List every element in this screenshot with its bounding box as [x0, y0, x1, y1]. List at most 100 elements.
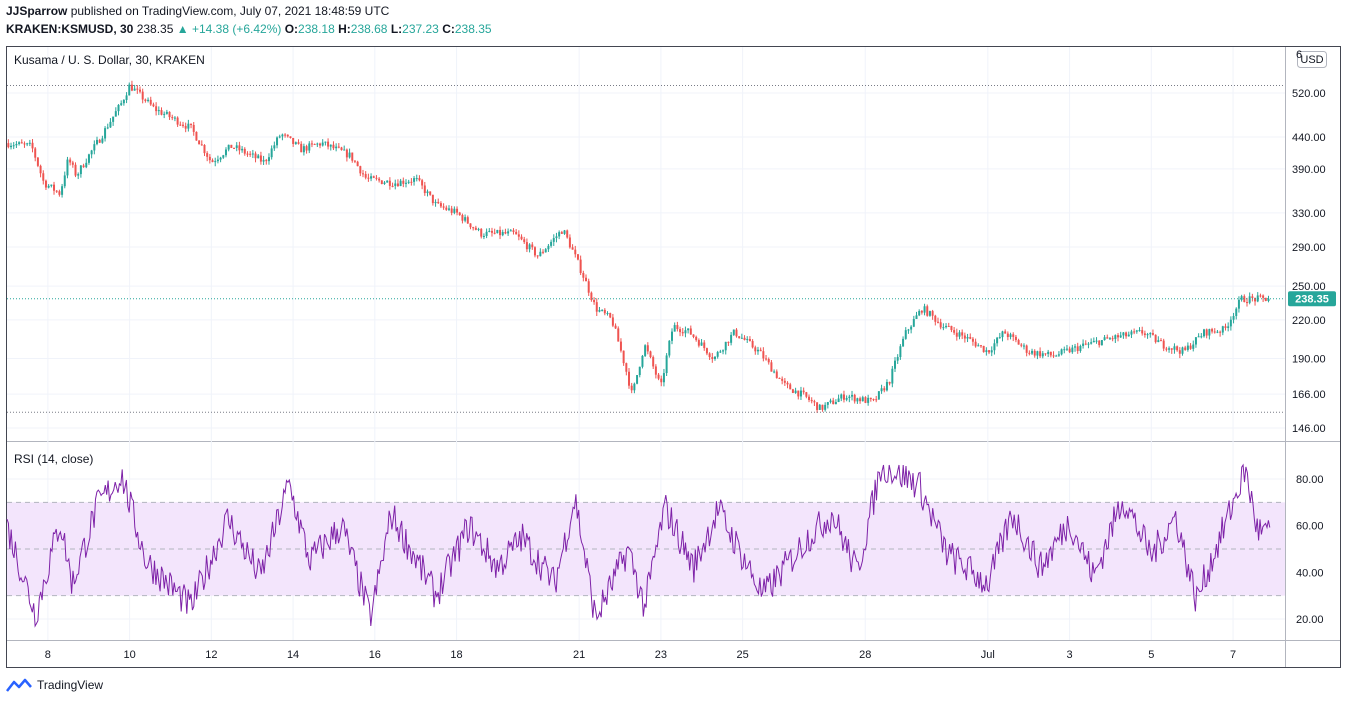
- candle-body: [90, 150, 93, 155]
- candle-body: [568, 237, 571, 248]
- candle-body: [461, 214, 464, 221]
- candle-body: [542, 251, 545, 253]
- candle-body: [533, 247, 536, 256]
- low-value: 237.23: [402, 22, 439, 36]
- candle-body: [1022, 345, 1025, 347]
- candle-body: [821, 404, 824, 410]
- candle-body: [579, 259, 582, 273]
- candle-body: [853, 394, 856, 402]
- candle-body: [520, 236, 523, 240]
- candle-body: [152, 104, 155, 107]
- candle-body: [958, 332, 961, 337]
- candle-body: [509, 230, 512, 232]
- candle-body: [1232, 316, 1235, 320]
- price-tick-label: 166.00: [1292, 389, 1326, 401]
- candle-body: [630, 385, 633, 391]
- candle-body: [947, 325, 950, 327]
- candle-body: [727, 341, 730, 343]
- candle-body: [1012, 334, 1015, 337]
- candle-body: [877, 391, 880, 400]
- candle-body: [93, 144, 96, 151]
- candle-body: [528, 244, 531, 250]
- close-value: 238.35: [454, 22, 492, 36]
- publisher-line: JJSparrow published on TradingView.com, …: [6, 4, 389, 18]
- candle-body: [1181, 347, 1184, 354]
- candle-body: [297, 142, 300, 144]
- candle-body: [824, 404, 827, 410]
- candle-body: [335, 146, 338, 149]
- currency-badge[interactable]: USD: [1297, 51, 1327, 68]
- candle-body: [1130, 331, 1133, 335]
- time-tick-label: 12: [205, 649, 217, 661]
- candle-body: [235, 145, 238, 148]
- candle-body: [633, 383, 636, 391]
- candle-body: [923, 306, 926, 313]
- candle-body: [676, 325, 679, 330]
- candle-body: [466, 217, 469, 224]
- candle-body: [445, 207, 448, 210]
- candle-body: [214, 161, 217, 163]
- candle-body: [614, 325, 617, 329]
- last-value: 238.35: [136, 22, 174, 36]
- candle-body: [55, 190, 58, 192]
- candle-body: [902, 338, 905, 347]
- candle-body: [679, 329, 682, 333]
- candle-body: [593, 300, 596, 303]
- candle-body: [36, 157, 39, 166]
- candle-body: [539, 251, 542, 257]
- candle-body: [190, 123, 193, 125]
- candle-body: [447, 208, 450, 210]
- candle-body: [254, 153, 257, 159]
- candle-body: [251, 153, 254, 155]
- price-tick-label: 440.00: [1292, 132, 1326, 144]
- candle-body: [18, 142, 21, 144]
- candle-body: [402, 180, 405, 184]
- publisher-name[interactable]: JJSparrow: [6, 4, 68, 18]
- time-tick-label: 7: [1230, 649, 1236, 661]
- candle-body: [1151, 333, 1154, 335]
- candle-body: [345, 149, 348, 158]
- candle-body: [1186, 345, 1189, 350]
- candle-body: [531, 244, 534, 248]
- candle-body: [713, 356, 716, 359]
- candle-body: [383, 182, 386, 184]
- candle-body: [1084, 343, 1087, 345]
- candle-body: [512, 230, 515, 232]
- candle-body: [716, 352, 719, 357]
- candle-body: [979, 345, 982, 347]
- candle-body: [203, 144, 206, 154]
- candle-body: [284, 134, 287, 136]
- candle-body: [122, 99, 125, 104]
- candle-body: [353, 160, 356, 162]
- time-tick-label: 25: [737, 649, 749, 661]
- candle-body: [636, 375, 639, 384]
- candle-body: [1264, 297, 1267, 301]
- candle-body: [278, 136, 281, 138]
- candle-body: [348, 152, 351, 158]
- candle-body: [490, 230, 493, 233]
- candle-body: [730, 334, 733, 343]
- candle-body: [1168, 348, 1171, 350]
- candle-body: [165, 111, 168, 114]
- candle-body: [157, 110, 160, 112]
- candle-body: [1031, 350, 1034, 354]
- candle-body: [751, 340, 754, 348]
- candle-body: [918, 310, 921, 316]
- candle-body: [302, 146, 305, 153]
- footer-brand[interactable]: TradingView: [6, 678, 103, 692]
- candle-body: [896, 357, 899, 361]
- candle-body: [286, 134, 289, 137]
- candle-body: [982, 345, 985, 352]
- candle-body: [598, 310, 601, 312]
- candle-body: [321, 142, 324, 146]
- candle-body: [786, 382, 789, 385]
- rsi-tick-label: 40.00: [1296, 567, 1324, 579]
- candle-body: [638, 366, 641, 376]
- chart-frame: [6, 46, 1341, 668]
- candle-body: [748, 338, 751, 341]
- candle-body: [378, 178, 381, 181]
- candle-body: [1114, 335, 1117, 340]
- candle-body: [464, 217, 467, 221]
- candle-body: [394, 183, 397, 186]
